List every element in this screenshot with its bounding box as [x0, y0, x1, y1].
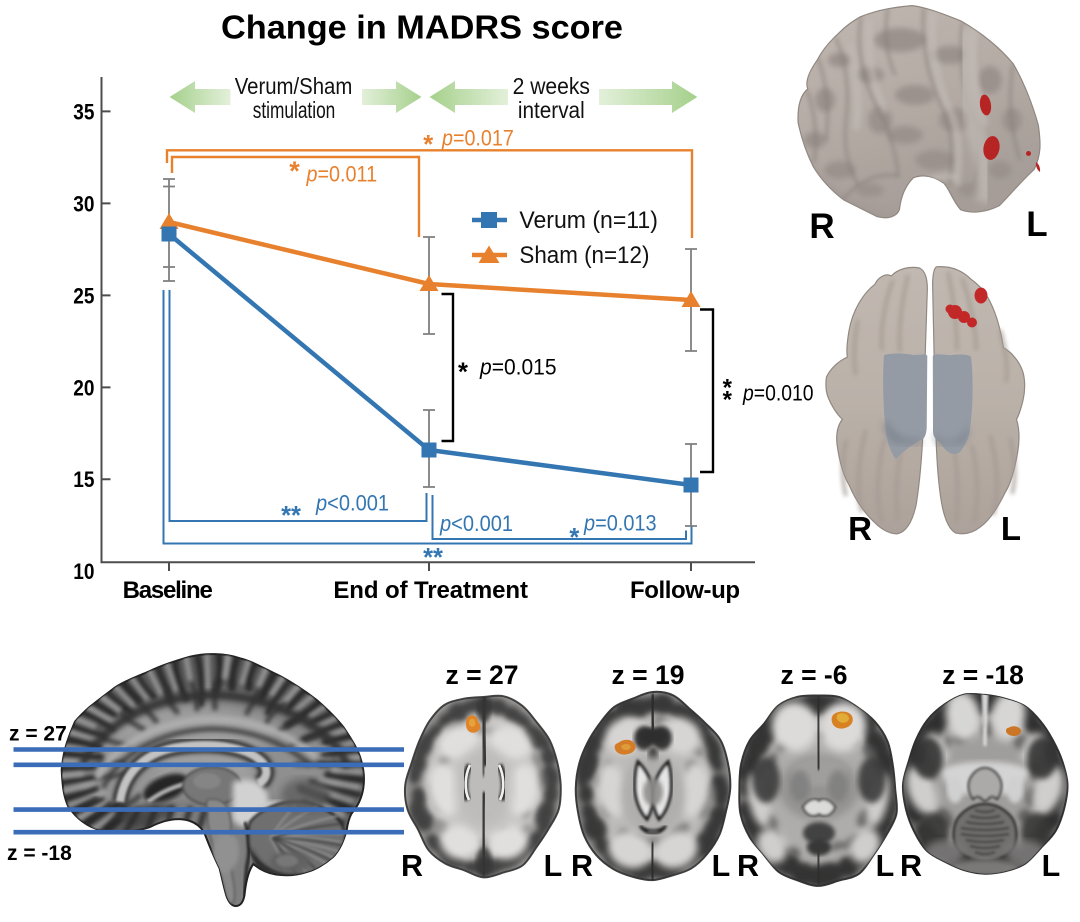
svg-text:2 weeks: 2 weeks — [513, 73, 590, 99]
svg-text:*: * — [723, 387, 733, 414]
svg-text:30: 30 — [73, 191, 94, 216]
svg-text:stimulation: stimulation — [253, 97, 336, 123]
svg-text:*: * — [423, 131, 433, 159]
svg-text:R: R — [809, 207, 834, 246]
svg-text:*: * — [569, 524, 579, 552]
svg-text:z = 19: z = 19 — [612, 660, 685, 690]
svg-text:25: 25 — [73, 283, 94, 308]
svg-text:p<0.001: p<0.001 — [315, 491, 389, 516]
svg-text:z = 27: z = 27 — [9, 723, 67, 746]
svg-text:R: R — [571, 849, 593, 883]
svg-text:R: R — [848, 510, 872, 547]
svg-text:10: 10 — [73, 559, 94, 584]
svg-text:**: ** — [281, 502, 301, 530]
svg-text:L: L — [544, 849, 563, 883]
svg-text:*: * — [289, 156, 300, 186]
svg-text:p=0.015: p=0.015 — [479, 355, 556, 380]
svg-text:L: L — [1042, 849, 1061, 883]
svg-text:L: L — [876, 849, 895, 883]
svg-text:z = 27: z = 27 — [446, 660, 519, 690]
svg-text:z = -18: z = -18 — [7, 842, 72, 865]
svg-text:p=0.013: p=0.013 — [583, 511, 657, 536]
svg-text:*: * — [723, 375, 733, 402]
svg-text:p=0.011: p=0.011 — [306, 161, 377, 186]
svg-text:p<0.001: p<0.001 — [439, 511, 513, 536]
svg-text:End of Treatment: End of Treatment — [333, 577, 528, 604]
svg-text:Sham (n=12): Sham (n=12) — [519, 242, 649, 269]
svg-text:35: 35 — [73, 99, 94, 124]
svg-text:p=0.010: p=0.010 — [742, 381, 813, 406]
svg-text:z = -18: z = -18 — [942, 660, 1024, 690]
svg-text:R: R — [401, 849, 423, 883]
svg-text:p=0.017: p=0.017 — [441, 126, 514, 151]
svg-text:Follow-up: Follow-up — [630, 577, 740, 604]
svg-text:L: L — [1026, 205, 1047, 244]
svg-text:Change in MADRS score: Change in MADRS score — [221, 10, 623, 47]
svg-text:L: L — [1001, 510, 1021, 547]
svg-text:L: L — [712, 849, 731, 883]
svg-text:Verum (n=11): Verum (n=11) — [519, 207, 658, 234]
svg-text:R: R — [737, 849, 759, 883]
svg-text:20: 20 — [73, 375, 94, 400]
svg-text:R: R — [900, 849, 922, 883]
svg-text:interval: interval — [518, 97, 585, 123]
svg-text:*: * — [458, 359, 468, 387]
svg-text:**: ** — [423, 544, 443, 572]
svg-text:Baseline: Baseline — [123, 577, 213, 604]
svg-text:Verum/Sham: Verum/Sham — [235, 73, 353, 99]
svg-text:15: 15 — [73, 467, 94, 492]
svg-text:z = -6: z = -6 — [780, 660, 847, 690]
